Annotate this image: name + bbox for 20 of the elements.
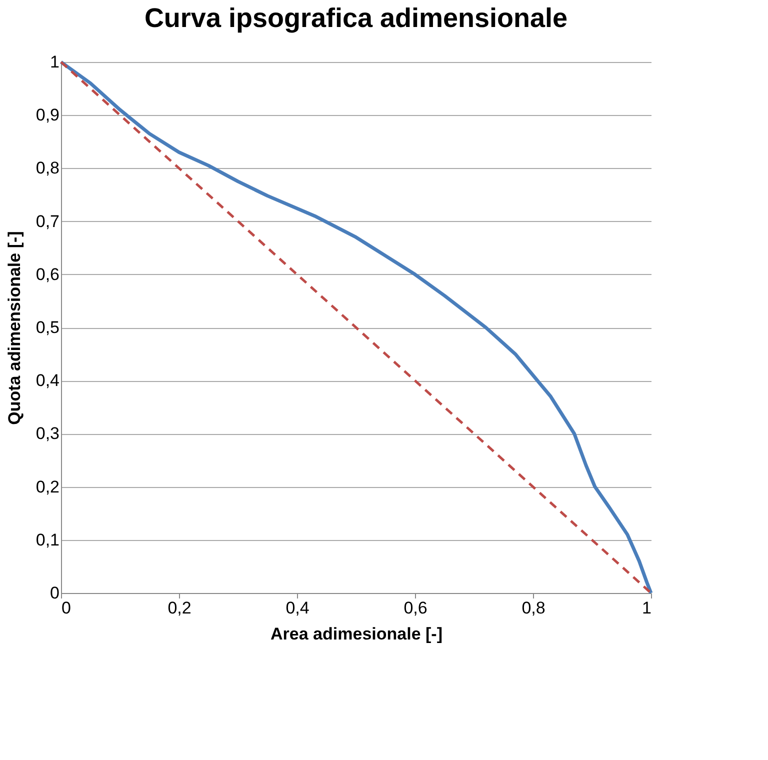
y-tick-label: 0,1 — [36, 530, 60, 550]
x-tick-label: 0,2 — [168, 598, 192, 618]
chart-title: Curva ipsografica adimensionale — [144, 3, 568, 33]
y-tick-label: 1 — [50, 52, 60, 72]
y-tick-label: 0,9 — [36, 106, 60, 125]
y-tick-label: 0,8 — [36, 158, 60, 178]
y-tick-label: 0,6 — [36, 264, 60, 284]
x-tick-label: 1 — [642, 598, 652, 618]
x-tick-label: 0,8 — [522, 598, 546, 618]
x-axis-title: Area adimesionale [-] — [270, 624, 442, 644]
y-axis-title: Quota adimensionale [-] — [4, 231, 24, 425]
y-tick-label: 0,4 — [36, 371, 60, 390]
y-tick-label: 0,5 — [36, 318, 60, 337]
x-tick-label: 0 — [62, 598, 71, 618]
y-tick-label: 0 — [50, 584, 60, 602]
x-tick-label: 0,4 — [286, 598, 310, 618]
y-tick-label: 0,3 — [36, 424, 60, 444]
y-tick-label: 0,2 — [36, 477, 60, 496]
y-tick-label: 0,7 — [36, 212, 60, 231]
x-tick-label: 0,6 — [404, 598, 428, 618]
